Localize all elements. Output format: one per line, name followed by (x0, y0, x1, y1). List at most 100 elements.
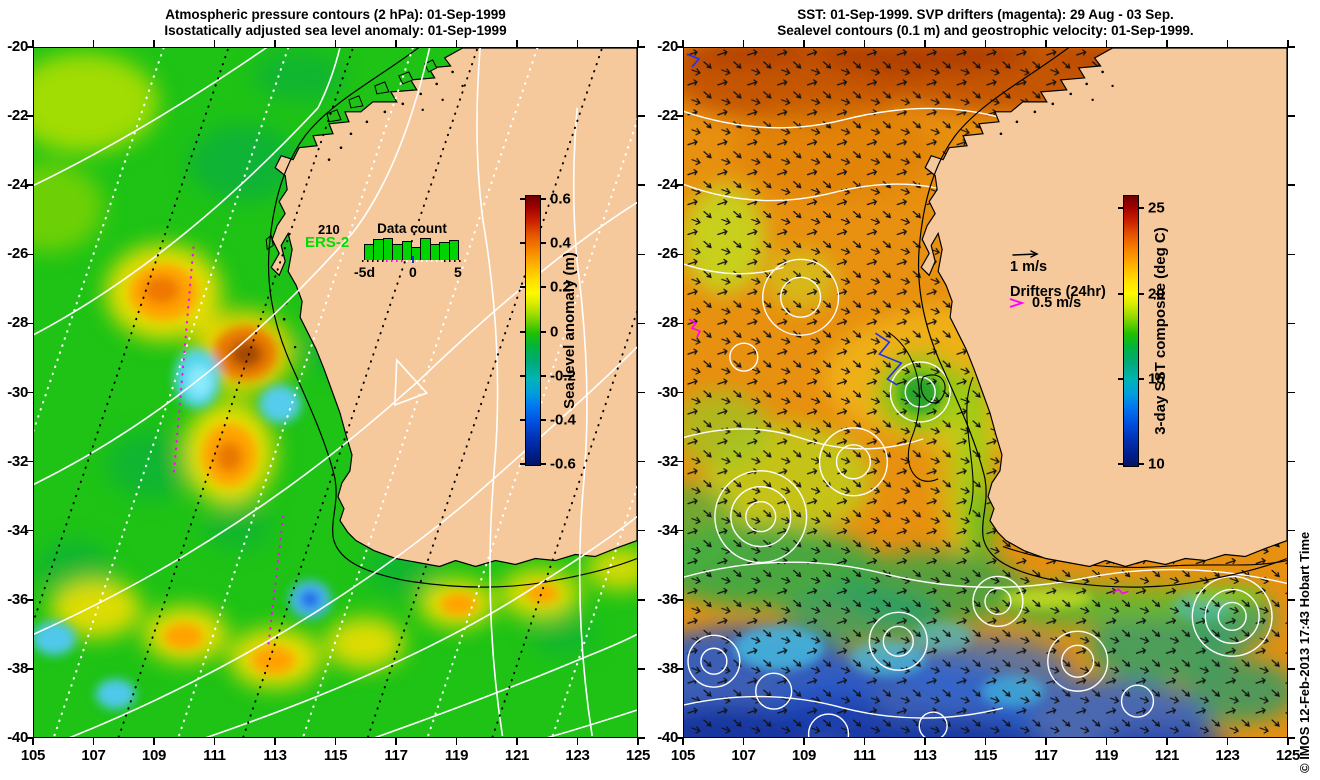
y-tick-mark (638, 737, 645, 739)
x-tick-mark (742, 738, 745, 745)
imos-watermark: © IMOS 12-Feb-2013 17:43 Hobart Time (1297, 531, 1312, 773)
x-tick-label: 105 (670, 747, 696, 764)
x-tick-mark (1166, 40, 1168, 47)
drifter-tracks (686, 53, 1129, 595)
x-tick-mark (274, 40, 276, 47)
x-tick-label: 115 (973, 747, 998, 764)
y-tick-mark (26, 253, 33, 256)
x-tick-mark (1226, 40, 1229, 47)
x-tick-label: 113 (913, 747, 937, 764)
y-tick-label: -26 (7, 245, 28, 263)
x-tick-mark (984, 738, 987, 745)
velocity-scale-arrow-icon (1012, 250, 1039, 258)
pressure-contours (34, 48, 637, 737)
shelf-contour (267, 48, 637, 588)
satellite-label: ERS-2 (305, 234, 350, 251)
x-tick-mark (803, 738, 805, 745)
y-tick-label: -22 (657, 107, 678, 125)
x-tick-mark (637, 738, 639, 745)
y-tick-mark (638, 391, 645, 394)
y-tick-label: -20 (657, 38, 678, 55)
y-tick-label: -34 (657, 521, 678, 539)
x-tick-label: 121 (504, 747, 530, 764)
y-tick-mark (1288, 460, 1295, 463)
y-tick-mark (1288, 529, 1295, 532)
x-tick-mark (863, 738, 866, 745)
y-tick-mark (638, 529, 645, 532)
x-tick-mark (153, 40, 155, 47)
x-tick-mark (516, 738, 518, 745)
histogram-xlabel-minus5d: -5d (354, 264, 375, 280)
y-tick-label: -26 (657, 245, 678, 263)
sst-colorbar: 25 20 15 10 (1118, 195, 1165, 472)
colorbar-tick-mark (520, 330, 525, 333)
histogram-zero-tick (412, 256, 414, 263)
y-tick-mark (676, 322, 683, 325)
y-tick-mark (1288, 737, 1295, 739)
y-tick-mark (676, 668, 683, 670)
x-tick-mark (274, 738, 276, 745)
sea-level-anomaly-colorbar: 0.6 0.4 0.2 0 -0.2 -0.4 -0.6 (520, 190, 576, 473)
colorbar-tick-mark (520, 374, 525, 377)
y-tick-mark (1288, 115, 1295, 117)
colorbar-tick-label: 0.4 (550, 234, 571, 252)
histogram-title: Data count (377, 221, 447, 236)
y-tick-mark (26, 737, 33, 739)
colorbar-tick-label: 25 (1148, 199, 1165, 217)
colorbar-tick-label: 0.6 (550, 190, 571, 208)
data-count-inset: 210 ERS-2 Data count -5d 0 5 (305, 221, 470, 285)
x-tick-mark (576, 40, 579, 47)
x-tick-mark (153, 738, 155, 745)
land-australia (920, 48, 1287, 568)
colorbar-tick-mark (541, 330, 546, 333)
y-tick-mark (1288, 253, 1295, 256)
y-tick-mark (26, 115, 33, 117)
y-tick-mark (638, 460, 645, 463)
y-tick-mark (1288, 184, 1295, 186)
y-tick-label: -24 (657, 176, 678, 194)
x-tick-mark (92, 40, 95, 47)
x-tick-label: 121 (1154, 747, 1180, 764)
colorbar-tick-mark (1139, 462, 1144, 465)
y-tick-label: -20 (7, 38, 28, 55)
colorbar-tick-mark (1139, 377, 1144, 380)
y-tick-mark (26, 184, 33, 186)
x-tick-mark (803, 40, 805, 47)
colorbar-tick-label: 15 (1148, 370, 1165, 388)
y-tick-mark (638, 46, 645, 48)
right-title-line1: SST: 01-Sep-1999. SVP drifters (magenta)… (797, 7, 1174, 22)
y-tick-mark (638, 668, 645, 670)
x-tick-label: 123 (565, 747, 590, 764)
y-tick-mark (26, 599, 33, 601)
x-tick-mark (924, 738, 926, 745)
y-tick-mark (26, 460, 33, 463)
y-tick-mark (638, 115, 645, 117)
histogram-bar (448, 240, 460, 260)
satellite-tracks (34, 48, 637, 737)
x-tick-mark (1287, 40, 1289, 47)
histogram-xlabel-5: 5 (454, 264, 462, 280)
colorbar-tick-mark (1118, 206, 1123, 209)
x-tick-mark (334, 738, 337, 745)
colorbar-tick-label: 20 (1148, 285, 1165, 303)
y-tick-label: -32 (7, 452, 28, 470)
y-tick-label: -24 (7, 176, 28, 194)
colorbar-tick-label: -0.6 (550, 455, 576, 473)
sst-contours (888, 331, 1287, 568)
x-tick-mark (334, 40, 337, 47)
colorbar-tick-mark (1139, 206, 1144, 209)
sea-level-anomaly-map (34, 48, 637, 737)
colorbar-tick-mark (541, 463, 546, 466)
colorbar-tick-mark (520, 242, 525, 245)
x-tick-mark (455, 40, 458, 47)
x-tick-label: 109 (791, 747, 817, 764)
x-tick-mark (984, 40, 987, 47)
histogram-bars (364, 237, 460, 260)
x-tick-mark (395, 40, 397, 47)
colorbar-tick-mark (1118, 462, 1123, 465)
y-tick-label: -30 (7, 383, 28, 401)
y-tick-label: -32 (657, 452, 678, 470)
left-title-line2: Isostatically adjusted sea level anomaly… (164, 23, 507, 38)
y-tick-label: -30 (657, 383, 678, 401)
y-tick-mark (26, 391, 33, 394)
